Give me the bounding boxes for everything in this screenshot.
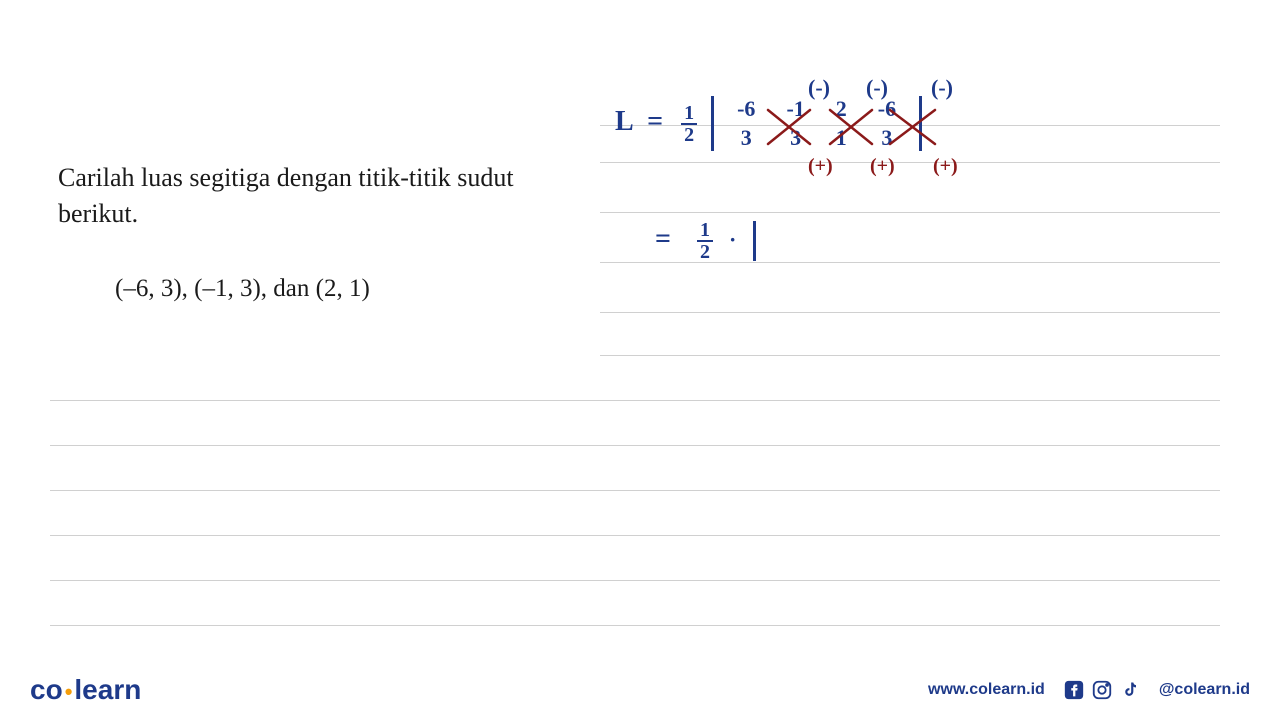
pair-2-top: -1 bbox=[786, 95, 804, 124]
formula-line-2: = 1 2 · bbox=[655, 220, 760, 262]
pair-3-top: 2 bbox=[836, 95, 847, 124]
equals-1: = bbox=[647, 106, 663, 137]
tiktok-icon[interactable] bbox=[1119, 679, 1141, 701]
pair-4-top: -6 bbox=[878, 95, 896, 124]
ruled-line bbox=[600, 162, 1220, 163]
abs-bar-right bbox=[919, 96, 922, 151]
fraction-half: 1 2 bbox=[681, 103, 697, 145]
frac-top-2: 1 bbox=[697, 220, 713, 242]
abs-bar-left bbox=[711, 96, 714, 151]
ruled-line bbox=[600, 312, 1220, 313]
fraction-half-2: 1 2 bbox=[697, 220, 713, 262]
plus-sign-3: (+) bbox=[933, 155, 958, 178]
problem-text: Carilah luas segitiga dengan titik-titik… bbox=[58, 160, 588, 233]
frac-bot: 2 bbox=[681, 125, 697, 145]
logo-dot-icon: • bbox=[65, 679, 73, 704]
ruled-line bbox=[600, 355, 1220, 356]
logo-learn: learn bbox=[74, 674, 141, 705]
equals-2: = bbox=[655, 223, 671, 254]
content-area: Carilah luas segitiga dengan titik-titik… bbox=[0, 0, 1280, 660]
logo-co: co bbox=[30, 674, 63, 705]
facebook-icon[interactable] bbox=[1063, 679, 1085, 701]
pair-3-bot: 1 bbox=[836, 124, 847, 153]
pair-1-top: -6 bbox=[737, 95, 755, 124]
pair-2-bot: 3 bbox=[790, 124, 801, 153]
ruled-line bbox=[50, 445, 1220, 446]
ruled-line bbox=[600, 212, 1220, 213]
footer-right: www.colearn.id @colearn.id bbox=[928, 679, 1250, 701]
L-symbol: L bbox=[615, 106, 632, 137]
social-icons bbox=[1063, 679, 1141, 701]
website-link[interactable]: www.colearn.id bbox=[928, 681, 1045, 699]
pair-1-bot: 3 bbox=[741, 124, 752, 153]
dot-operator: · bbox=[729, 227, 736, 252]
pair-4-bot: 3 bbox=[881, 124, 892, 153]
ruled-line bbox=[50, 625, 1220, 626]
ruled-line bbox=[50, 535, 1220, 536]
abs-bar-2 bbox=[753, 221, 756, 261]
minus-sign-3: (-) bbox=[931, 75, 953, 101]
plus-sign-2: (+) bbox=[870, 155, 895, 178]
ruled-line bbox=[50, 580, 1220, 581]
frac-bot-2: 2 bbox=[697, 242, 713, 262]
instagram-icon[interactable] bbox=[1091, 679, 1113, 701]
logo: co•learn bbox=[30, 674, 141, 706]
footer: co•learn www.colearn.id @colearn.id bbox=[0, 660, 1280, 720]
ruled-line bbox=[600, 262, 1220, 263]
problem-coords: (–6, 3), (–1, 3), dan (2, 1) bbox=[115, 275, 370, 303]
pair-2: -1 3 bbox=[786, 95, 804, 152]
plus-sign-1: (+) bbox=[808, 155, 833, 178]
frac-top: 1 bbox=[681, 103, 697, 125]
ruled-line bbox=[50, 490, 1220, 491]
pair-1: -6 3 bbox=[737, 95, 755, 152]
ruled-line bbox=[50, 400, 1220, 401]
pair-3: 2 1 bbox=[836, 95, 847, 152]
social-handle[interactable]: @colearn.id bbox=[1159, 681, 1250, 699]
formula-line-1: L = 1 2 -6 3 -1 3 2 1 -6 3 bbox=[615, 95, 926, 152]
pair-4: -6 3 bbox=[878, 95, 896, 152]
